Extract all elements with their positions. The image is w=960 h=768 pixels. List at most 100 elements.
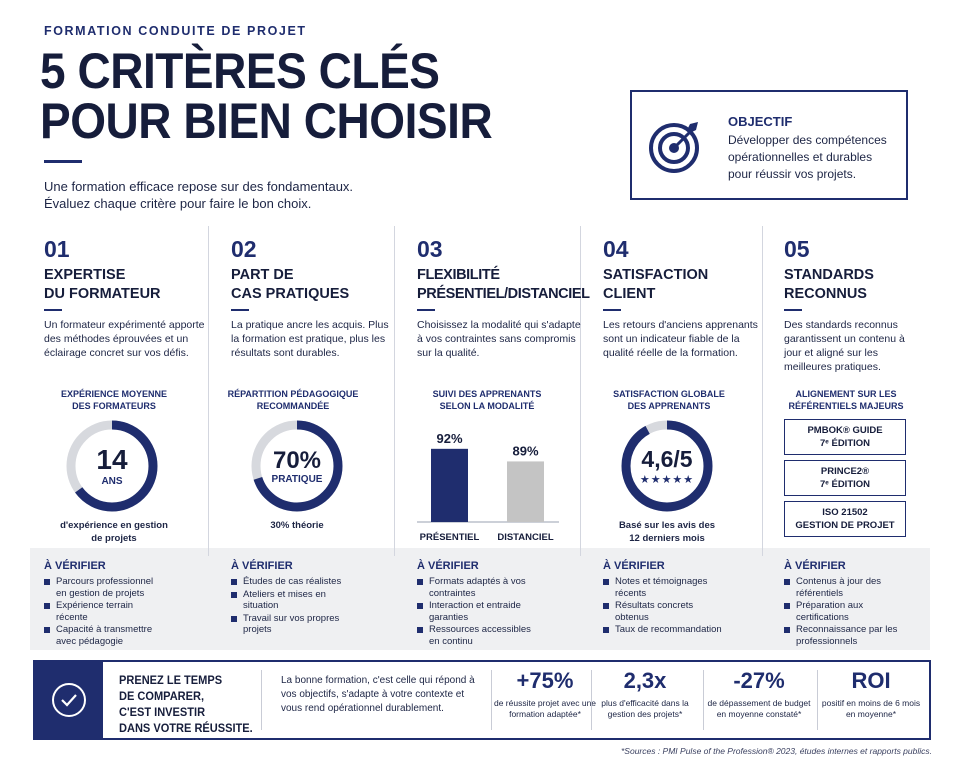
banner-divider [491,670,492,730]
donut-caption: d'expérience en gestion de projets [44,519,184,545]
criterion-description: Choisissez la modalité qui s'adapte à vo… [417,319,581,359]
criterion-title: FLEXIBILITÉ PRÉSENTIEL/DISTANCIEL [417,266,590,304]
stat-value: ROI [851,668,891,693]
criterion-title: PART DE CAS PRATIQUES [231,266,349,304]
list-item: Ateliers et mises en situation [231,589,356,612]
verify-list: Parcours professionnel en gestion de pro… [44,576,164,648]
visual-label-line-1: RÉPARTITION PÉDAGOGIQUE [227,389,359,399]
list-item: Travail sur vos propres projets [231,613,356,636]
stat-label: positif en moins de 6 mois en moyenne* [821,698,921,719]
visual-label-line-1: SATISFACTION GLOBALE [613,389,725,399]
check-panel [35,662,103,738]
standard-badge-pmbok: PMBOK® GUIDE 7ᵉ ÉDITION [784,419,906,455]
criterion-title-line-2: PRÉSENTIEL/DISTANCIEL [417,286,590,302]
standard-edition: GESTION DE PROJET [795,520,895,531]
objective-box: OBJECTIF Développer des compétences opér… [630,90,908,200]
bottom-text: La bonne formation, c'est celle qui répo… [281,675,475,714]
bar-value-label: 89% [512,443,538,458]
criterion-description: La pratique ancre les acquis. Plus la fo… [231,319,389,359]
visual-label-line-2: SELON LA MODALITÉ [439,401,535,411]
criterion-title-line-2: CLIENT [603,286,656,302]
objective-text: Développer des compétences opérationnell… [728,132,898,183]
list-item: Capacité à transmettre avec pédagogie [44,624,164,647]
verify-list: Contenus à jour des référentiels Prépara… [784,576,904,648]
donut-unit: PRATIQUE [271,474,323,485]
check-circle-icon [52,683,86,717]
title-line-1: 5 CRITÈRES CLÉS [40,43,440,99]
list-item: Notes et témoignages récents [603,576,728,599]
satisfaction-donut: 4,6/5 ★★★★★ [617,416,717,516]
stat-success: +75% de réussite projet avec une formati… [491,668,599,720]
criterion-3: 03 FLEXIBILITÉ PRÉSENTIEL/DISTANCIEL Cho… [417,226,601,652]
criterion-description: Des standards reconnus garantissent un c… [784,319,905,373]
criterion-rule [44,309,62,311]
visual-label: SATISFACTION GLOBALE DES APPRENANTS [599,388,739,412]
stat-budget: -27% de dépassement de budget en moyenne… [705,668,813,720]
criterion-title-line-2: RECONNUS [784,286,867,302]
bottom-title-line-4: DANS VOTRE RÉUSSITE. [119,721,253,735]
practice-donut: 70% PRATIQUE [247,416,347,516]
visual-label-line-1: SUIVI DES APPRENANTS [432,389,542,399]
list-item: Préparation aux certifications [784,600,904,623]
intro-line-2: Évaluez chaque critère pour faire le bon… [44,196,312,211]
list-item: Contenus à jour des référentiels [784,576,904,599]
standard-edition: 7ᵉ ÉDITION [819,438,871,449]
bar-presentiel [431,448,468,522]
stat-label: plus d'efficacité dans la gestion des pr… [601,698,689,719]
list-item: Interaction et entraide garanties [417,600,539,623]
stat-efficiency: 2,3x plus d'efficacité dans la gestion d… [591,668,699,720]
criterion-rule [603,309,621,311]
verify-list: Notes et témoignages récents Résultats c… [603,576,728,637]
criterion-number: 03 [417,236,443,262]
stat-label: de dépassement de budget en moyenne cons… [707,698,811,719]
criterion-4: 04 SATISFACTION CLIENT Les retours d'anc… [603,226,787,652]
standard-name: ISO 21502 [822,507,868,518]
criterion-description: Un formateur expérimenté apporte des mét… [44,319,205,359]
list-item: Reconnaissance par les professionnels [784,624,904,647]
standard-edition: 7ᵉ ÉDITION [819,479,871,490]
stat-value: 2,3x [623,668,667,693]
stat-value: +75% [516,668,574,693]
criterion-2: 02 PART DE CAS PRATIQUES La pratique anc… [228,226,415,652]
criterion-number: 02 [231,236,257,262]
caption-line-1: d'expérience en gestion [60,520,168,531]
visual-label-line-1: EXPÉRIENCE MOYENNE [60,389,168,399]
standard-badge-prince2: PRINCE2® 7ᵉ ÉDITION [784,460,906,496]
donut-value: 14 [96,444,128,475]
sources-footnote: *Sources : PMI Pulse of the Profession® … [620,746,932,756]
criterion-title: EXPERTISE DU FORMATEUR [44,266,161,304]
page-title: 5 CRITÈRES CLÉS POUR BIEN CHOISIR [40,43,493,149]
visual-label: ALIGNEMENT SUR LES RÉFÉRENTIELS MAJEURS [776,388,916,412]
verify-title: À VÉRIFIER [231,560,293,572]
criterion-title-line-2: DU FORMATEUR [44,286,161,302]
verify-band [30,548,930,650]
banner-divider [261,670,262,730]
criterion-title-line-1: SATISFACTION [603,267,709,283]
column-divider [208,226,209,556]
eyebrow: FORMATION CONDUITE DE PROJET [44,24,307,38]
objective-line-1: Développer des compétences [728,133,887,147]
criterion-number: 01 [44,236,70,262]
verify-title: À VÉRIFIER [417,560,479,572]
modality-bar-chart: 92% PRÉSENTIEL 89% DISTANCIEL [417,431,559,543]
criterion-rule [784,309,802,311]
bottom-title-line-1: PRENEZ LE TEMPS [119,673,223,687]
bar-category-label: DISTANCIEL [497,532,553,543]
stat-label: de réussite projet avec une formation ad… [493,698,597,719]
visual-label: SUIVI DES APPRENANTS SELON LA MODALITÉ [417,388,557,412]
donut-ring [66,420,158,512]
banner-divider [817,670,818,730]
rating-stars: ★★★★★ [639,474,695,486]
criterion-number: 04 [603,236,629,262]
objective-line-2: opérationnelles et durables [728,150,873,164]
intro-line-1: Une formation efficace repose sur des fo… [44,179,354,194]
caption-line-1: Basé sur les avis des [618,520,716,531]
banner-divider [591,670,592,730]
title-line-2: POUR BIEN CHOISIR [40,93,493,149]
donut-value: 70% [272,447,322,474]
criterion-title-line-1: STANDARDS [784,267,874,283]
criterion-5: 05 STANDARDS RECONNUS Des standards reco… [784,226,960,652]
bar-distanciel [507,461,544,522]
list-item: Résultats concrets obtenus [603,600,728,623]
standard-badge-iso: ISO 21502 GESTION DE PROJET [784,501,906,537]
